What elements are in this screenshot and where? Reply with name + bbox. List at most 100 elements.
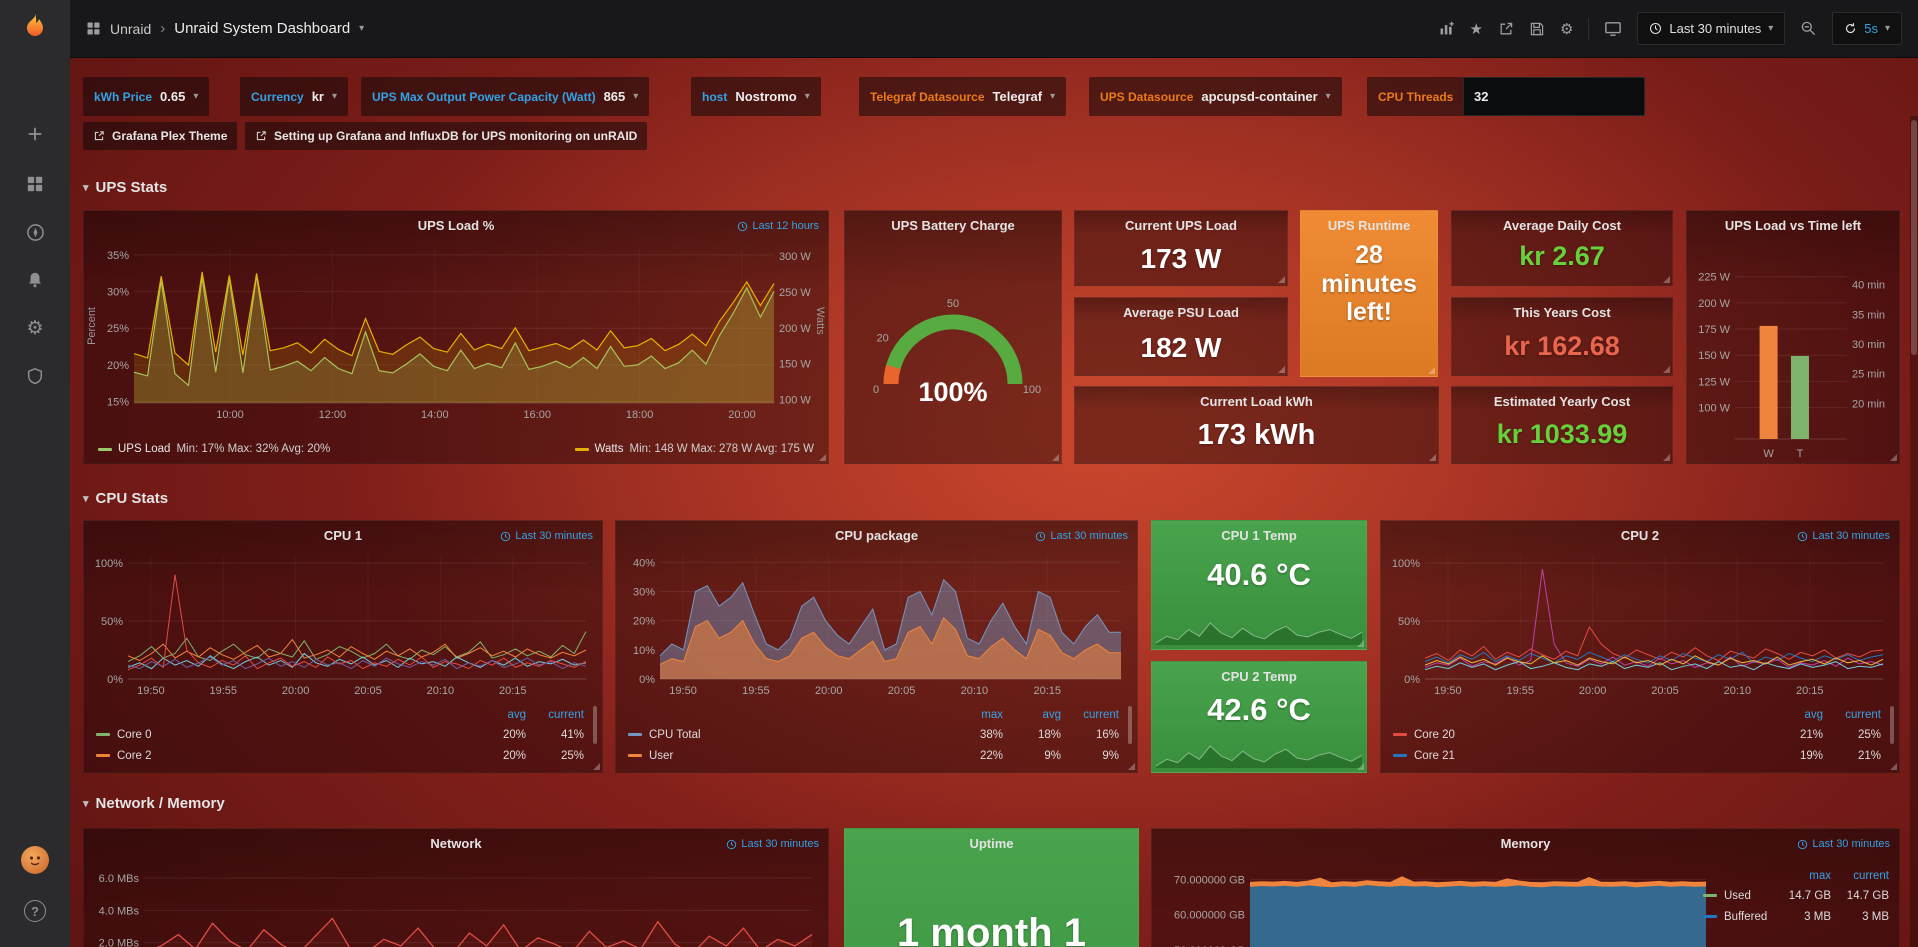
svg-text:20:10: 20:10 — [961, 685, 989, 697]
panel-title[interactable]: Uptime — [969, 836, 1014, 851]
battery-gauge[interactable]: 0 20 50 100 — [849, 237, 1057, 461]
panel-title[interactable]: CPU 2 Temp — [1221, 669, 1297, 684]
alerting-bell-icon[interactable] — [15, 262, 55, 298]
settings-gear-icon[interactable]: ⚙ — [1559, 20, 1574, 38]
dashboard-link-grafana-plex-theme[interactable]: Grafana Plex Theme — [83, 122, 238, 150]
explore-compass-icon[interactable] — [15, 214, 55, 250]
panel-title[interactable]: CPU 1 — [323, 528, 363, 543]
cpu-package-graph[interactable]: 40% 30% 20% 10% 0% 19:50 19:55 20:00 20:05 20:10 2… — [620, 551, 1133, 699]
dashboard-title[interactable]: Unraid System Dashboard — [174, 20, 351, 37]
breadcrumb-app[interactable]: Unraid — [110, 20, 152, 37]
dashboards-icon[interactable] — [15, 166, 55, 202]
panel-title[interactable]: Memory — [1500, 836, 1551, 851]
legend-row[interactable]: Buffered 3 MB 3 MB — [1703, 906, 1889, 927]
share-icon[interactable] — [1498, 21, 1514, 37]
legend-row[interactable]: User 22% 9% 9% — [628, 745, 1119, 766]
load-vs-time-bars[interactable]: 225 W 200 W 175 W 150 W 125 W 100 W 40 min 35 m… — [1691, 241, 1895, 465]
panel-ups-runtime: UPS Runtime 28 minutes left! — [1300, 210, 1438, 377]
variable-telegraf-datasource[interactable]: Telegraf Datasource Telegraf ▾ — [859, 77, 1067, 116]
legend-row[interactable]: Core 0 20% 41% — [96, 724, 584, 745]
legend-row[interactable]: Core 2 20% 25% — [96, 745, 584, 766]
legend-scrollbar[interactable] — [593, 706, 597, 744]
dashboard-grid-icon[interactable] — [86, 21, 101, 36]
user-avatar[interactable] — [15, 842, 55, 878]
panel-title[interactable]: CPU package — [834, 528, 919, 543]
row-header-network-memory[interactable]: ▾ Network / Memory — [83, 791, 225, 815]
variable-currency[interactable]: Currency kr ▾ — [240, 77, 349, 116]
legend-sort-current[interactable]: current — [1083, 709, 1119, 721]
dashboard-link-ups-monitoring-guide[interactable]: Setting up Grafana and InfluxDB for UPS … — [245, 122, 648, 150]
panel-title[interactable]: CPU 2 — [1620, 528, 1660, 543]
panel-title[interactable]: UPS Runtime — [1327, 218, 1411, 233]
ups-load-graph[interactable]: 35% 30% 25% 20% 15% 300 W 250 W 200 W 150 W 100 W… — [88, 241, 824, 423]
variable-ups-max-output[interactable]: UPS Max Output Power Capacity (Watt) 865… — [361, 77, 650, 116]
legend-sort-avg[interactable]: avg — [507, 709, 526, 721]
variable-ups-datasource[interactable]: UPS Datasource apcupsd-container ▾ — [1089, 77, 1342, 116]
cpu2-graph[interactable]: 100% 50% 0% 19:50 19:55 20:00 20:05 20:10 20:15 — [1385, 551, 1895, 699]
legend-row[interactable]: Core 20 21% 25% — [1393, 724, 1881, 745]
time-range-picker[interactable]: Last 30 minutes ▾ — [1637, 12, 1786, 45]
page-scrollbar[interactable] — [1910, 116, 1918, 947]
row-header-cpu-stats[interactable]: ▾ CPU Stats — [83, 486, 168, 510]
panel-title[interactable]: This Years Cost — [1513, 305, 1611, 320]
add-icon[interactable] — [15, 116, 55, 152]
chevron-down-icon: ▾ — [804, 91, 810, 102]
legend-sort-current[interactable]: current — [1845, 709, 1881, 721]
legend-current: 25% — [1857, 728, 1881, 741]
panel-ups-battery-charge: UPS Battery Charge 0 20 50 100 100% — [844, 210, 1062, 464]
panel-time-override: Last 30 minutes — [1035, 530, 1128, 542]
svg-text:250 W: 250 W — [779, 287, 811, 299]
panel-title[interactable]: Current UPS Load — [1125, 218, 1237, 233]
panel-title[interactable]: CPU 1 Temp — [1221, 528, 1297, 543]
panel-cpu-package: CPU package Last 30 minutes 40% 30% 20% 10%… — [615, 520, 1138, 773]
zoom-out-icon[interactable] — [1800, 20, 1817, 37]
panel-title[interactable]: UPS Battery Charge — [891, 218, 1015, 233]
svg-text:18:00: 18:00 — [626, 409, 654, 421]
svg-text:100: 100 — [1023, 384, 1041, 396]
scrollbar-thumb[interactable] — [1911, 120, 1917, 355]
cpu1-graph[interactable]: 100% 50% 0% 19:50 19:55 20:00 20:05 20:10 20:15 — [88, 551, 598, 699]
panel-title[interactable]: Current Load kWh — [1200, 394, 1313, 409]
legend-row[interactable]: Used 14.7 GB 14.7 GB — [1703, 885, 1889, 906]
tv-mode-icon[interactable] — [1604, 21, 1622, 37]
panel-title[interactable]: Network — [430, 836, 482, 851]
stat-value: 1 month 1 — [897, 911, 1086, 947]
row-title: CPU Stats — [95, 489, 169, 507]
grafana-logo-icon[interactable] — [15, 8, 55, 48]
panel-title[interactable]: UPS Load vs Time left — [1724, 218, 1862, 233]
legend-sort-current[interactable]: current — [1853, 870, 1889, 882]
legend-scrollbar[interactable] — [1128, 706, 1132, 744]
row-header-ups-stats[interactable]: ▾ UPS Stats — [83, 175, 167, 199]
legend-sort-current[interactable]: current — [548, 709, 584, 721]
panel-title[interactable]: Average Daily Cost — [1502, 218, 1621, 233]
help-icon[interactable]: ? — [15, 893, 55, 929]
chevron-down-icon[interactable]: ▾ — [359, 23, 365, 34]
legend-row[interactable]: Core 21 19% 21% — [1393, 745, 1881, 766]
add-panel-icon[interactable] — [1438, 20, 1455, 37]
configuration-gear-icon[interactable]: ⚙ — [26, 317, 44, 339]
legend-row[interactable]: CPU Total 38% 18% 16% — [628, 724, 1119, 745]
legend-sort-max[interactable]: max — [1809, 870, 1831, 882]
save-icon[interactable] — [1529, 21, 1545, 37]
variable-host[interactable]: host Nostromo ▾ — [691, 77, 821, 116]
legend-item-ups-load[interactable]: UPS Load Min: 17% Max: 32% Avg: 20% — [98, 443, 330, 455]
network-graph[interactable]: 6.0 MBs 4.0 MBs 2.0 MBs — [88, 859, 824, 947]
panel-title[interactable]: UPS Load % — [417, 218, 495, 233]
server-admin-shield-icon[interactable] — [15, 358, 55, 394]
panel-title[interactable]: Estimated Yearly Cost — [1493, 394, 1631, 409]
variable-kwh-price[interactable]: kWh Price 0.65 ▾ — [83, 77, 210, 116]
legend-sort-avg[interactable]: avg — [1804, 709, 1823, 721]
svg-text:20:00: 20:00 — [282, 685, 310, 697]
svg-text:70.000000 GB: 70.000000 GB — [1174, 875, 1245, 887]
panel-title[interactable]: Average PSU Load — [1123, 305, 1239, 320]
cpu-threads-input[interactable] — [1463, 77, 1645, 116]
legend-sort-avg[interactable]: avg — [1042, 709, 1061, 721]
star-icon[interactable]: ★ — [1469, 20, 1483, 38]
legend-current: 21% — [1857, 749, 1881, 762]
memory-graph[interactable]: 70.000000 GB 60.000000 GB 50.000000 GB — [1158, 859, 1712, 947]
legend-sort-max[interactable]: max — [981, 709, 1003, 721]
refresh-button[interactable]: 5s ▾ — [1832, 12, 1902, 45]
variable-value: Telegraf — [992, 89, 1043, 104]
legend-scrollbar[interactable] — [1890, 706, 1894, 744]
legend-item-watts[interactable]: Watts Min: 148 W Max: 278 W Avg: 175 W — [574, 443, 814, 455]
